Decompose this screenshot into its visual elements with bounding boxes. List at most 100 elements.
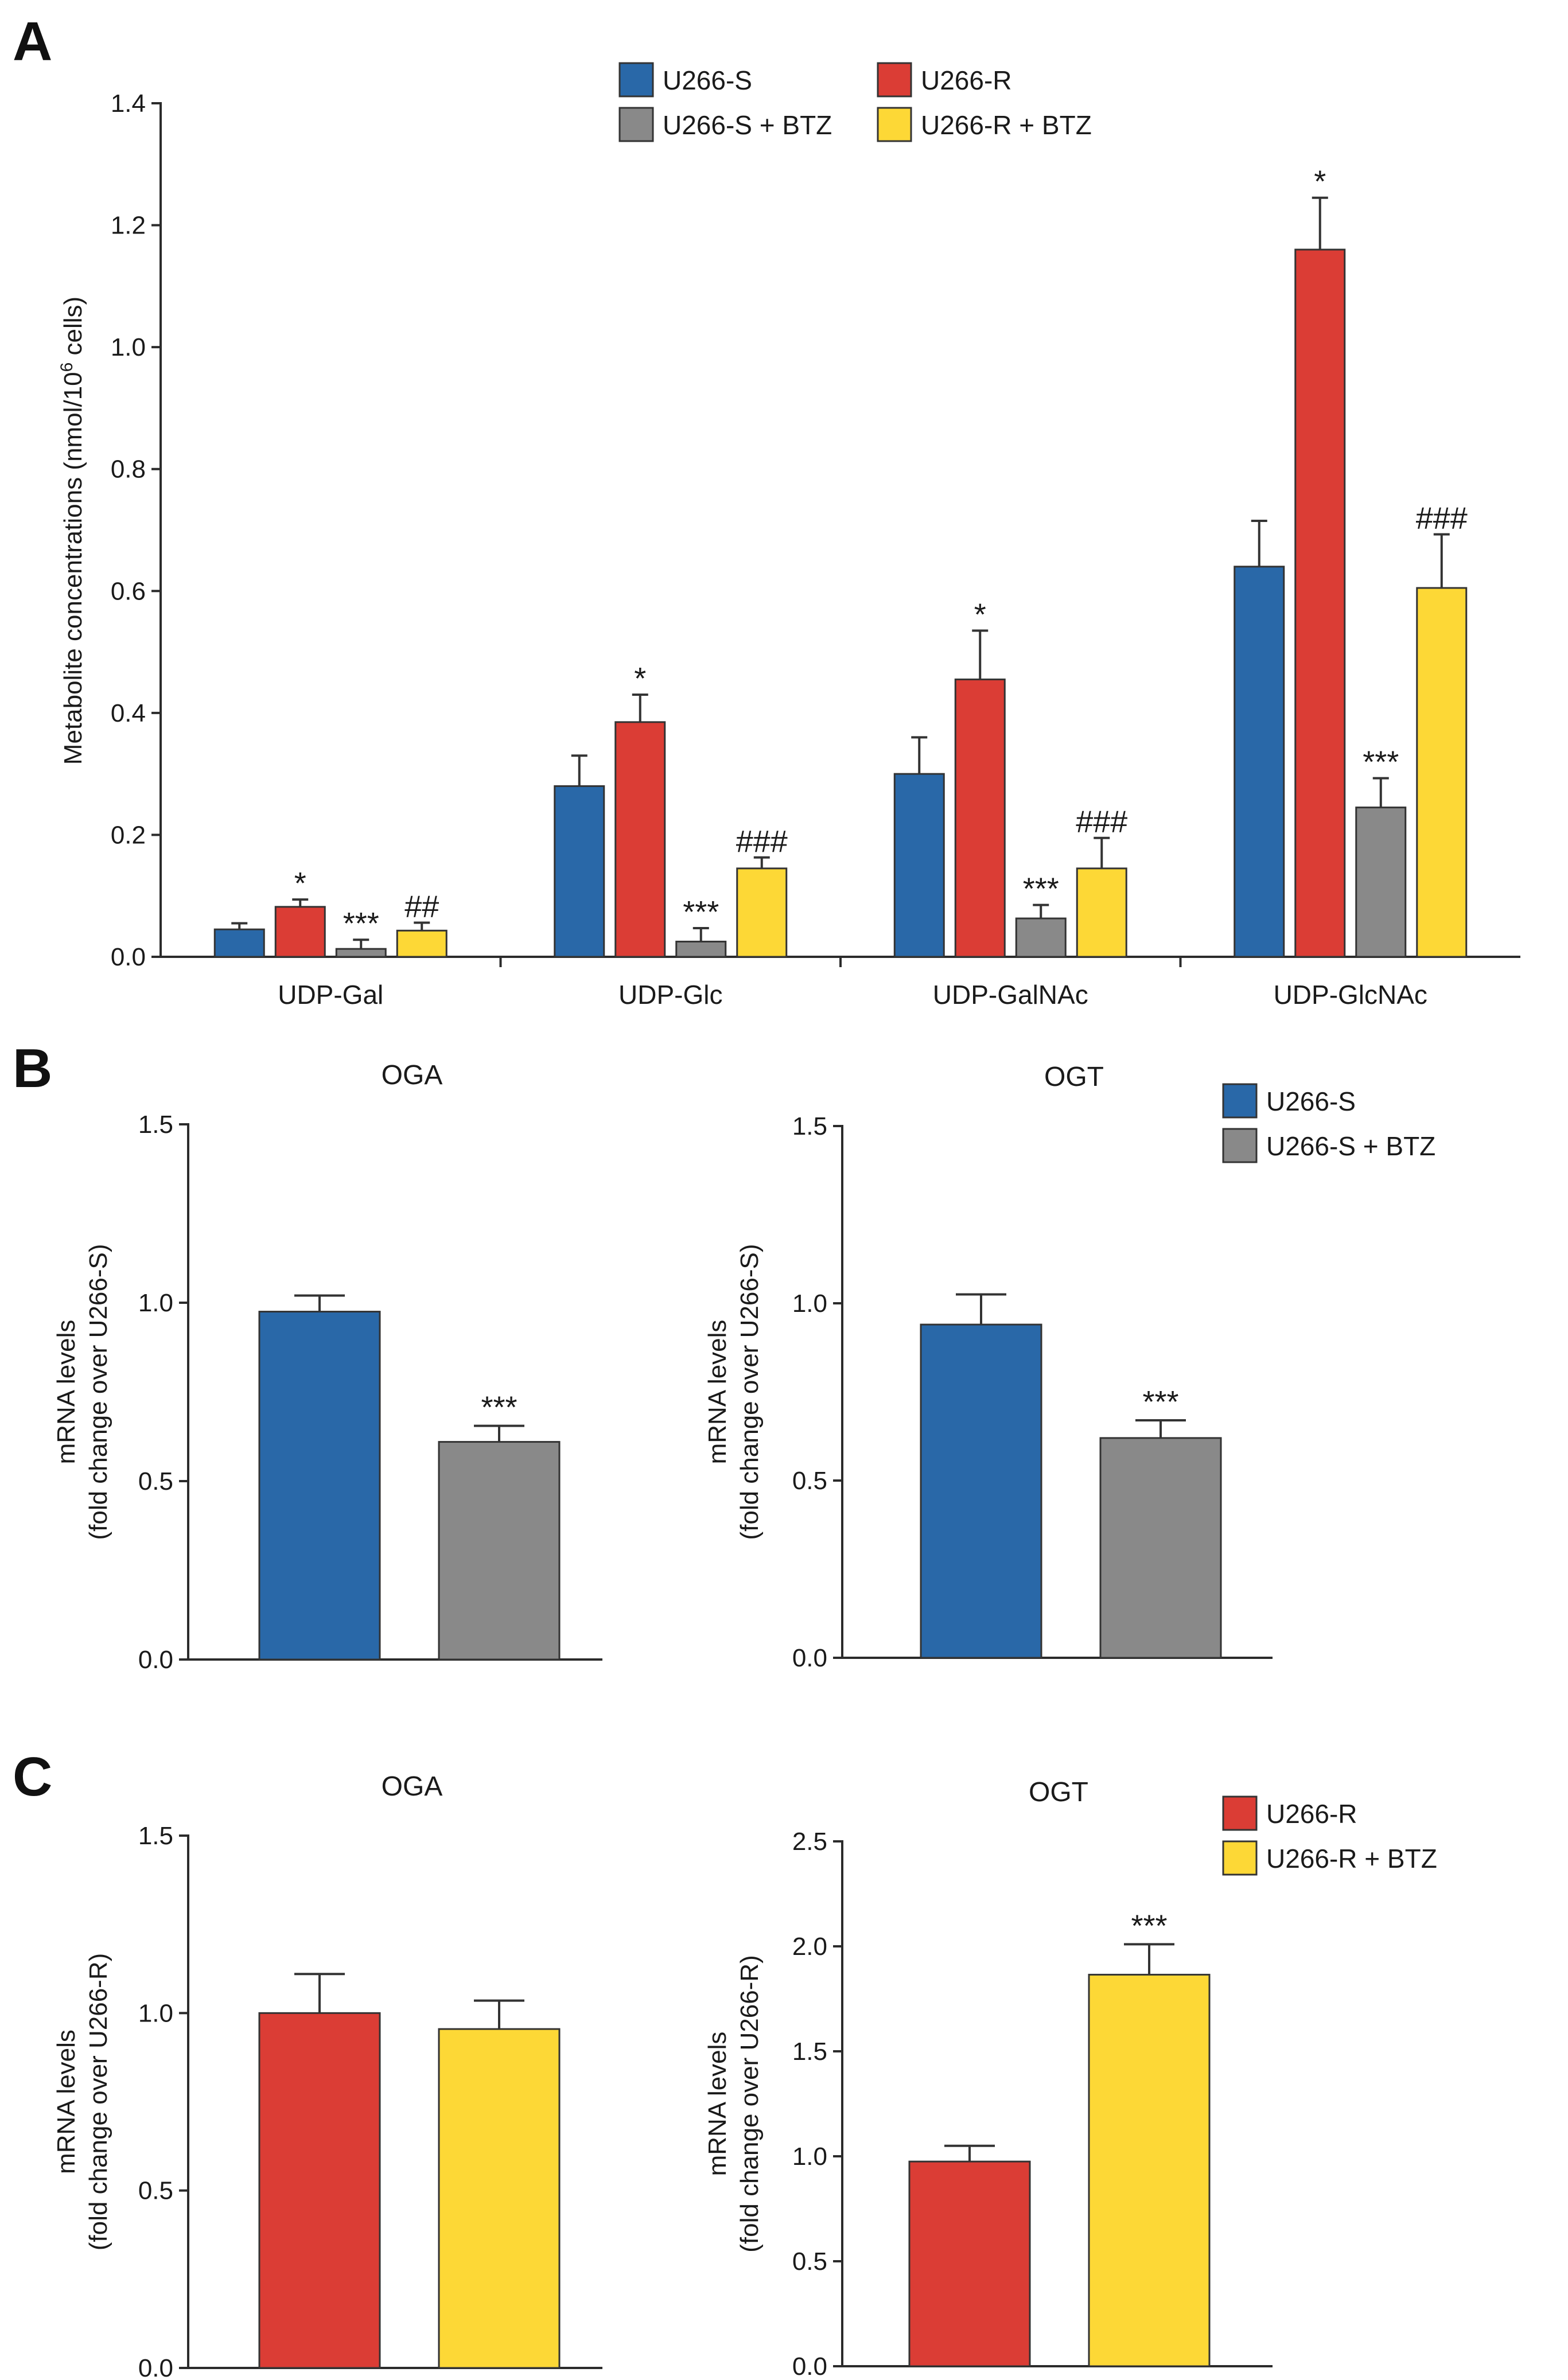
legend-swatch-b-u266-s	[1222, 1083, 1258, 1119]
y-tick-label: 0.5	[792, 2247, 827, 2276]
chart-title: OGA	[382, 1060, 443, 1090]
significance-label: *	[634, 661, 646, 696]
bar	[258, 1311, 381, 1661]
bar	[1294, 248, 1346, 958]
legend-label-c-u266-r: U266-R	[1266, 1799, 1357, 1829]
y-tick-label: 1.4	[111, 89, 146, 118]
y-tick-label: 0.4	[111, 699, 146, 727]
bar	[438, 2028, 561, 2369]
legend-swatch-u266-r-btz	[877, 107, 912, 142]
bar	[1234, 566, 1285, 958]
legend-swatch-u266-s-btz	[618, 107, 654, 142]
legend-label-u266-s: U266-S	[663, 65, 752, 95]
significance-label: ***	[1131, 1908, 1167, 1943]
y-axis-label-tail: cells)	[59, 297, 87, 363]
y-axis-label-line1: mRNA levels	[52, 1320, 80, 1464]
legend-label-b-u266-s: U266-S	[1266, 1086, 1356, 1116]
bar	[675, 940, 727, 958]
y-tick-label: 1.5	[138, 1822, 173, 1850]
bar	[1355, 807, 1407, 958]
y-tick-label: 0.0	[792, 2352, 827, 2380]
chart-c-ogt: 0.0 0.5 1.0 1.5 2.0 2.5 OGT mRNA levels (fold ch…	[703, 1777, 1273, 2380]
y-tick-label: 1.5	[138, 1111, 173, 1139]
y-tick-label: 0.5	[138, 2177, 173, 2205]
significance-label: ###	[736, 824, 788, 859]
y-axis-label-line1: mRNA levels	[52, 2030, 80, 2174]
significance-label: ***	[683, 895, 719, 929]
significance-label: *	[1314, 165, 1326, 199]
y-tick-label: 0.5	[792, 1467, 827, 1495]
bar	[908, 2160, 1031, 2367]
y-tick-label: 0.8	[111, 455, 146, 484]
y-tick-label: 0.2	[111, 821, 146, 849]
panel-label-c: C	[13, 1746, 52, 1808]
y-tick-label: 2.5	[792, 1828, 827, 1856]
y-axis-label-line2: (fold change over U266-R)	[736, 1955, 764, 2252]
bar	[258, 2012, 381, 2369]
legend-a: U266-S U266-R U266-S + BTZ U266-R + BTZ	[618, 62, 1092, 142]
bar	[335, 948, 387, 958]
x-category-label: UDP-Glc	[618, 980, 722, 1010]
bar	[1416, 587, 1468, 958]
bar	[954, 678, 1006, 958]
legend-label-u266-r: U266-R	[921, 65, 1012, 95]
legend-label-u266-r-btz: U266-R + BTZ	[921, 110, 1092, 140]
legend-label-c-u266-r-btz: U266-R + BTZ	[1266, 1844, 1437, 1873]
chart-title: OGT	[1029, 1777, 1088, 1808]
significance-label: ***	[1363, 745, 1399, 780]
y-axis-label-line1: mRNA levels	[703, 1320, 732, 1464]
y-tick-label: 1.0	[138, 1999, 173, 2027]
bar	[1088, 1973, 1211, 2367]
legend-swatch-c-u266-r-btz	[1222, 1840, 1258, 1876]
y-axis-label: Metabolite concentrations (nmol/106 cell…	[57, 297, 87, 765]
legend-swatch-b-u266-s-btz	[1222, 1128, 1258, 1163]
y-axis-label-line2: (fold change over U266-R)	[84, 1953, 112, 2250]
panel-label-b: B	[13, 1038, 52, 1099]
chart-a-metabolites: 0.0 0.2 0.4 0.6 0.8 1.0 1.2 1.4 Metabolite conce…	[57, 89, 1520, 1010]
bar	[554, 785, 605, 958]
bar	[396, 929, 448, 958]
bar	[274, 906, 326, 958]
y-tick-label: 1.0	[138, 1289, 173, 1317]
y-tick-label: 1.5	[792, 1112, 827, 1140]
y-axis-label-line1: mRNA levels	[703, 2032, 732, 2176]
legend-c: U266-R U266-R + BTZ	[1222, 1795, 1437, 1876]
bar	[614, 721, 666, 958]
legend-swatch-u266-r	[877, 62, 912, 98]
chart-c-oga: 0.0 0.5 1.0 1.5 OGA mRNA levels (fold change o…	[52, 1771, 602, 2380]
y-tick-label: 0.0	[138, 1646, 173, 1674]
legend-swatch-u266-s	[618, 62, 654, 98]
chart-b-oga: 0.0 0.5 1.0 1.5 OGA mRNA levels (fold change o…	[52, 1060, 602, 1674]
y-tick-label: 0.6	[111, 577, 146, 605]
significance-label: *	[974, 597, 986, 632]
y-axis-label-line2: (fold change over U266-S)	[736, 1244, 764, 1540]
x-category-label: UDP-GlcNAc	[1274, 980, 1427, 1010]
significance-label: ***	[343, 906, 379, 941]
y-tick-label: 0.5	[138, 1467, 173, 1495]
y-tick-label: 1.0	[111, 333, 146, 361]
significance-label: ###	[1076, 805, 1127, 839]
chart-title: OGT	[1044, 1062, 1104, 1092]
bar	[1099, 1437, 1222, 1659]
y-tick-label: 1.0	[792, 2143, 827, 2171]
x-category-label: UDP-GalNAc	[933, 980, 1088, 1010]
y-axis-label-superscript: 6	[57, 363, 76, 372]
bar	[213, 928, 265, 958]
legend-label-u266-s-btz: U266-S + BTZ	[663, 110, 832, 140]
y-axis-label-main: Metabolite concentrations (nmol/10	[59, 372, 87, 765]
legend-b: U266-S U266-S + BTZ	[1222, 1083, 1435, 1163]
bar	[1015, 917, 1067, 958]
chart-b-ogt: 0.0 0.5 1.0 1.5 OGT mRNA levels (fold change o…	[703, 1062, 1273, 1672]
y-axis-label-line2: (fold change over U266-S)	[84, 1244, 112, 1540]
significance-label: ***	[1142, 1385, 1178, 1419]
y-tick-label: 2.0	[792, 1933, 827, 1961]
significance-label: ###	[1416, 501, 1468, 535]
bar	[893, 773, 945, 958]
significance-label: ***	[1023, 872, 1059, 906]
bar	[438, 1441, 561, 1661]
significance-label: ***	[481, 1390, 517, 1425]
chart-title: OGA	[382, 1771, 443, 1802]
legend-swatch-c-u266-r	[1222, 1795, 1258, 1831]
y-tick-label: 1.2	[111, 212, 146, 240]
